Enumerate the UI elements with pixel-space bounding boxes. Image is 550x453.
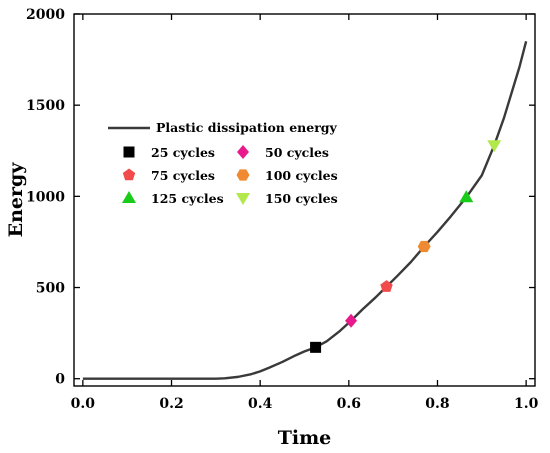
series-line-plastic-dissipation-energy [82,41,528,380]
plot-area [82,41,528,380]
y-tick-label: 2000 [26,7,65,23]
y-axis-title: Energy [5,162,27,238]
legend-marker [122,191,136,203]
marker-point [345,313,358,328]
y-tick-label: 500 [36,281,65,297]
y-tick-label: 0 [55,372,65,388]
legend-marker [236,193,250,205]
x-tick-label: 0.6 [337,396,361,412]
marker-point [487,140,502,153]
legend-label: 50 cycles [265,145,329,160]
x-axis-title: Time [278,427,332,449]
y-tick-label: 1500 [26,98,65,114]
x-tick-label: 1.0 [514,396,539,412]
x-tick-label: 0.2 [159,396,183,412]
marker-point [310,341,322,353]
legend-label: 100 cycles [265,168,338,183]
plot-frame [73,13,536,387]
marker-point [417,240,431,253]
legend-label: 25 cycles [151,145,215,160]
x-tick-label: 0.0 [71,396,96,412]
marker-point [380,280,393,292]
axes: 0.0 0.2 0.4 0.6 0.8 1.0 0 500 1000 1500 2000 Time En… [5,7,539,449]
marker-point [459,190,474,203]
legend-label: 75 cycles [151,168,215,183]
legend-label: 150 cycles [265,191,338,206]
legend-label: Plastic dissipation energy [156,120,338,135]
x-tick-label: 0.4 [248,396,273,412]
legend: Plastic dissipation energy 25 cycles 50 cy… [108,120,338,206]
legend-marker [237,145,249,159]
legend-marker [123,146,135,158]
legend-label: 125 cycles [151,191,224,206]
x-tick-label: 0.8 [425,396,449,412]
y-tick-label: 1000 [26,189,65,205]
legend-marker [236,169,250,181]
legend-marker [122,168,136,181]
